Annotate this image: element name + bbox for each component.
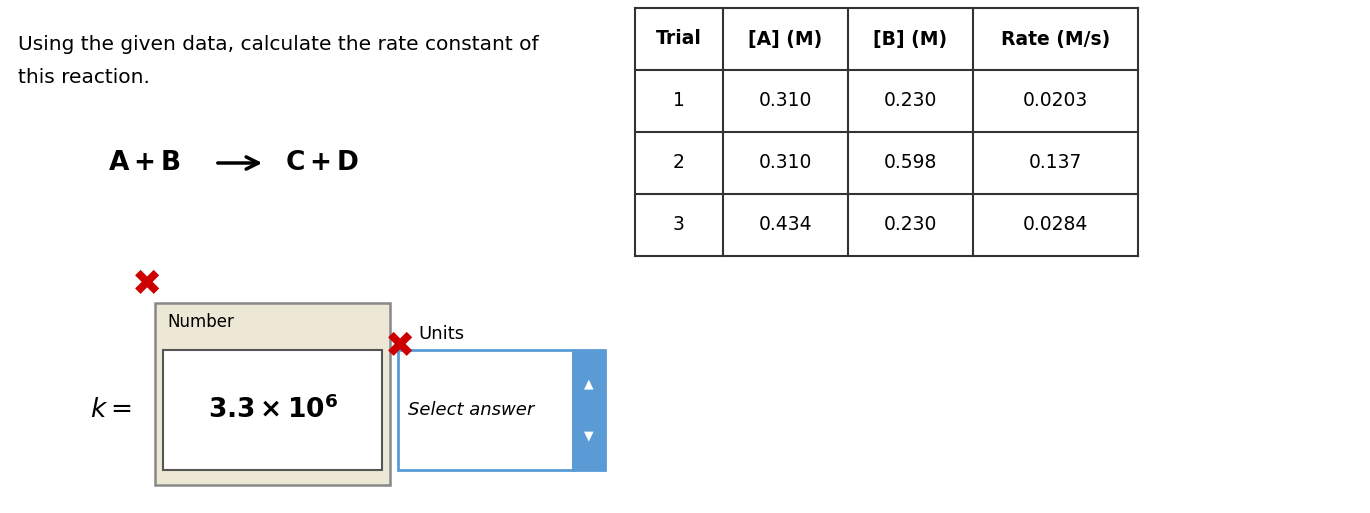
Text: Rate (M/s): Rate (M/s) — [1001, 30, 1110, 49]
Text: 0.598: 0.598 — [884, 153, 937, 172]
Text: Units: Units — [418, 325, 464, 343]
Bar — [155, 303, 390, 485]
Text: this reaction.: this reaction. — [18, 68, 149, 87]
Text: [B] (M): [B] (M) — [874, 30, 948, 49]
Text: [A] (M): [A] (M) — [748, 30, 822, 49]
Text: 2: 2 — [673, 153, 685, 172]
Text: ▼: ▼ — [584, 430, 593, 443]
Text: 0.137: 0.137 — [1029, 153, 1082, 172]
Text: 0.0203: 0.0203 — [1023, 91, 1088, 110]
Text: $\mathbf{C + D}$: $\mathbf{C + D}$ — [285, 150, 359, 176]
Bar — [573, 350, 606, 470]
Text: 0.310: 0.310 — [759, 153, 812, 172]
Text: 0.230: 0.230 — [884, 91, 937, 110]
Text: 0.310: 0.310 — [759, 91, 812, 110]
Text: 3: 3 — [673, 215, 685, 234]
Text: 0.434: 0.434 — [759, 215, 812, 234]
Bar — [399, 350, 573, 470]
Text: 1: 1 — [673, 91, 685, 110]
Text: 0.230: 0.230 — [884, 215, 937, 234]
Text: $\mathbf{A + B}$: $\mathbf{A + B}$ — [108, 150, 181, 176]
Text: 0.0284: 0.0284 — [1023, 215, 1088, 234]
Text: Select answer: Select answer — [408, 401, 534, 419]
Text: $k =$: $k =$ — [90, 397, 132, 423]
Text: ▲: ▲ — [584, 377, 593, 390]
Text: Using the given data, calculate the rate constant of: Using the given data, calculate the rate… — [18, 35, 538, 54]
Text: ✖: ✖ — [385, 330, 415, 364]
Bar — [163, 350, 382, 470]
Text: Number: Number — [167, 313, 234, 331]
Text: ✖: ✖ — [132, 268, 162, 302]
Text: Trial: Trial — [656, 30, 701, 49]
Text: $\mathbf{3.3 \times 10^{6}}$: $\mathbf{3.3 \times 10^{6}}$ — [207, 396, 337, 424]
